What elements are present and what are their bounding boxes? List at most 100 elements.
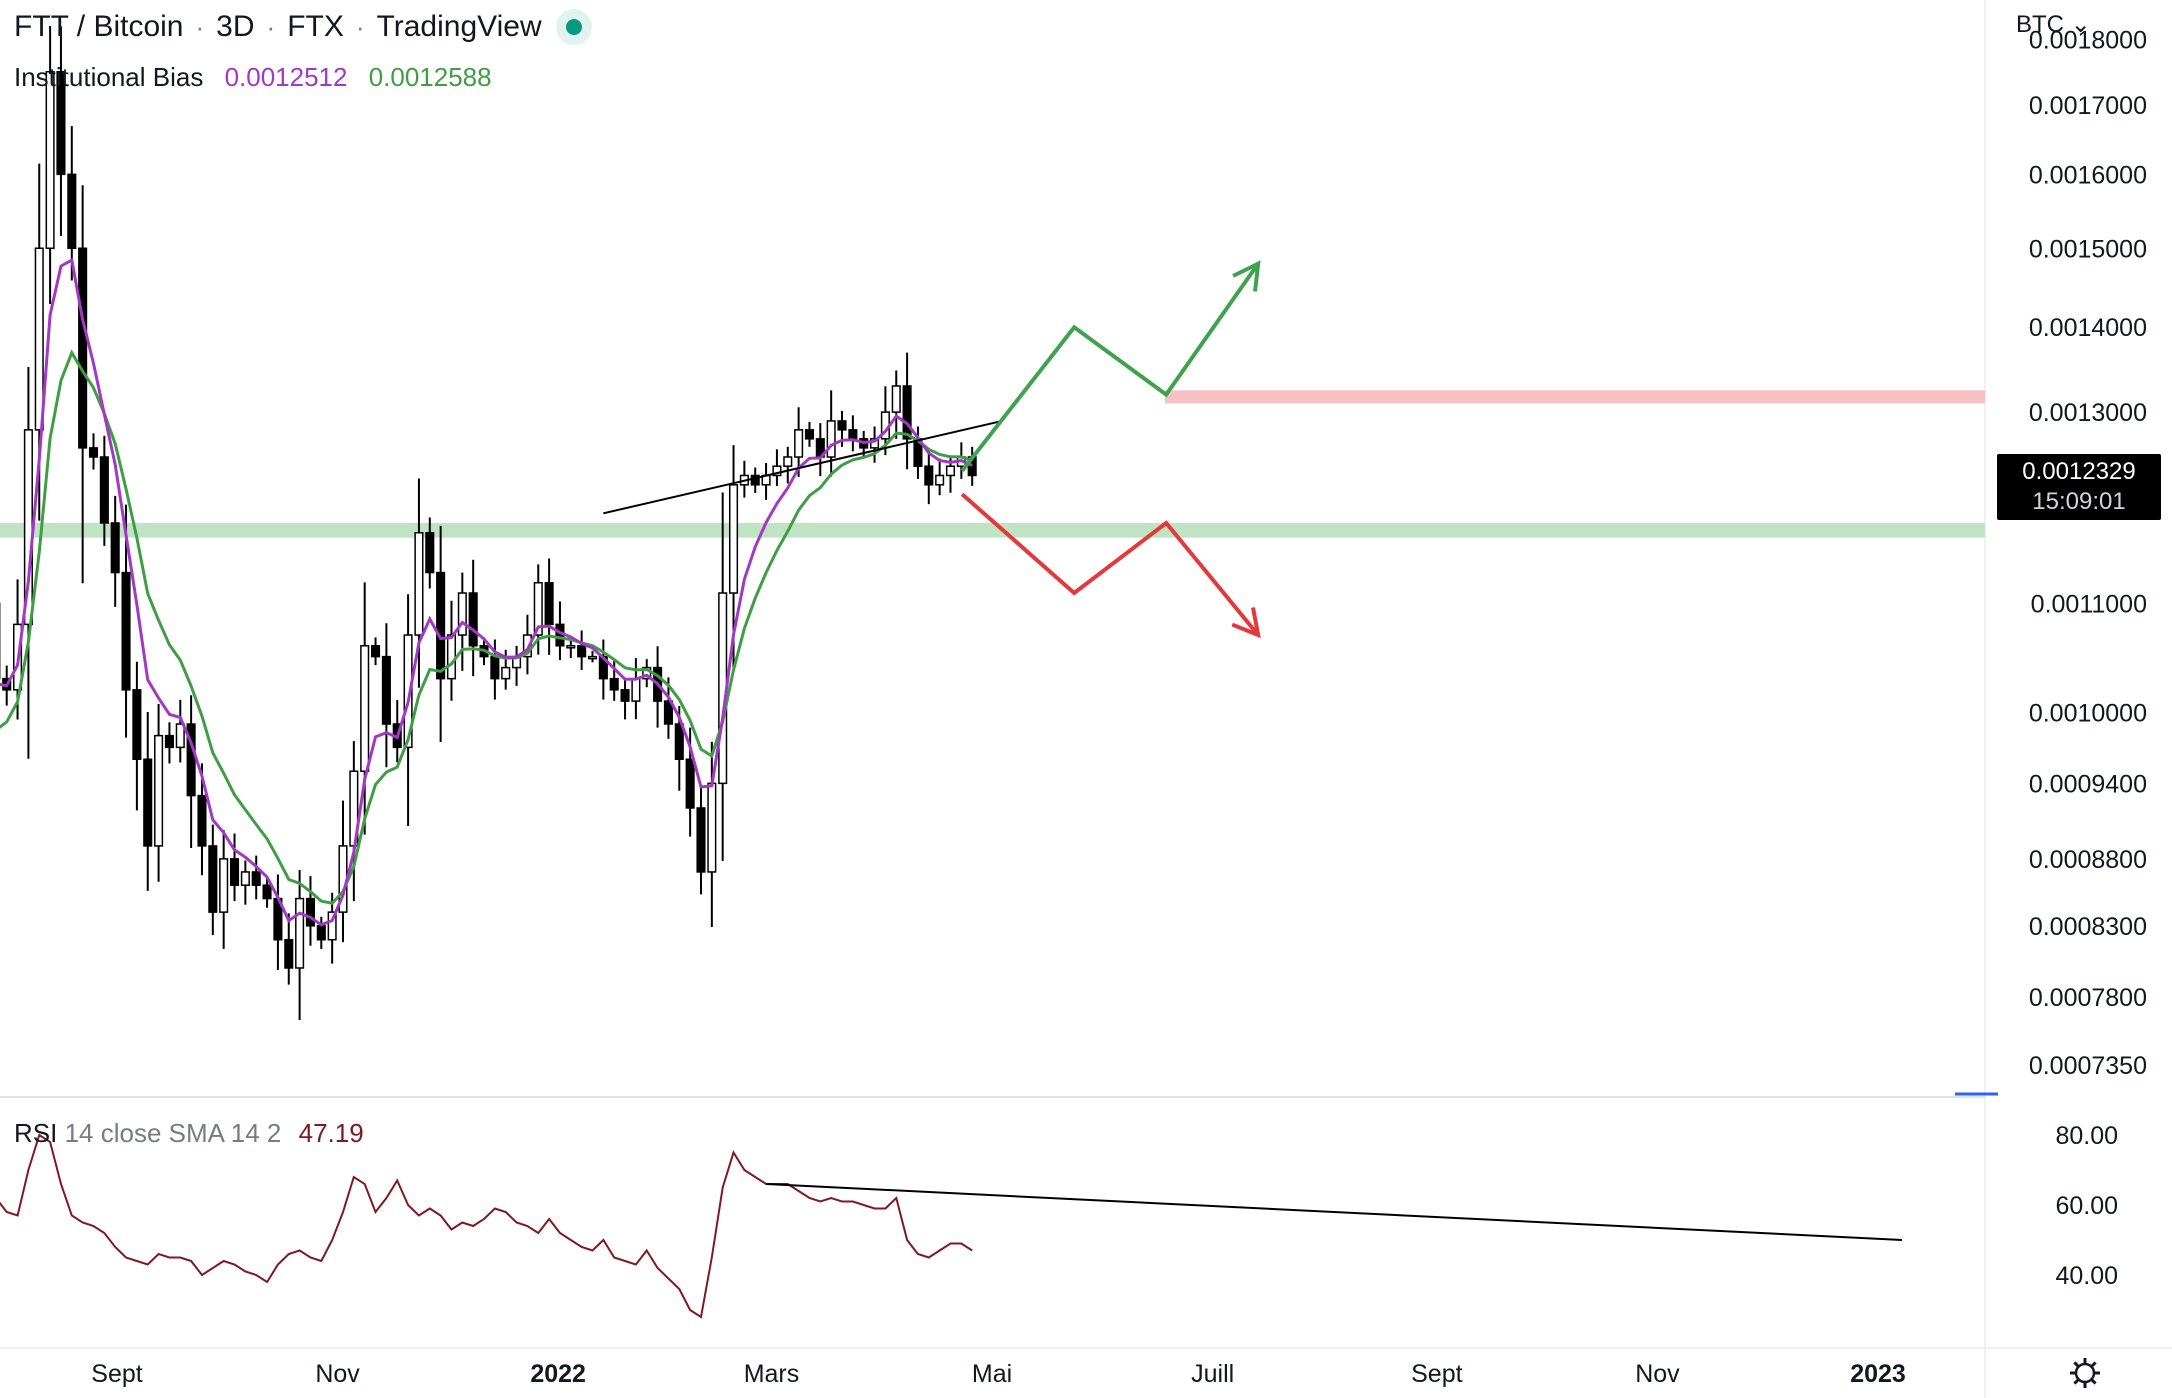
bull-scenario-arrow — [960, 262, 1260, 473]
time-tick-label: Nov — [315, 1360, 360, 1388]
candle-body — [262, 884, 272, 900]
price-tick-label: 0.0017000 — [2029, 92, 2147, 120]
symbol-name[interactable]: FTT / Bitcoin — [14, 10, 184, 43]
price-tick-label: 0.0008300 — [2029, 913, 2147, 941]
price-tick-label: 0.0007800 — [2029, 984, 2147, 1012]
candle-body — [750, 474, 760, 486]
gear-tooth — [2073, 1379, 2079, 1385]
rsi-value: 47.19 — [298, 1118, 364, 1148]
bar-countdown: 15:09:01 — [2032, 488, 2126, 515]
time-tick-label: Mars — [744, 1360, 800, 1388]
candle-body — [587, 655, 598, 660]
candle-body — [284, 938, 294, 969]
candle-body — [88, 447, 99, 458]
candle-body — [381, 655, 391, 725]
price-tick-label: 0.0014000 — [2029, 314, 2147, 342]
candle-body — [175, 723, 185, 749]
candle-body — [360, 645, 370, 772]
bull-scenario-arrow-arrowhead — [1232, 260, 1261, 292]
resistance-zone — [1165, 390, 1985, 404]
candle-body — [707, 782, 717, 873]
candle-body — [316, 925, 326, 941]
candle-body — [78, 247, 88, 449]
candle-body — [121, 571, 131, 691]
candle-body — [154, 734, 164, 847]
indicator-slow-value: 0.0012588 — [368, 62, 492, 92]
gear-ring — [2074, 1362, 2096, 1384]
candle-body — [804, 429, 815, 440]
candle-body — [45, 71, 55, 250]
candle-body — [783, 456, 793, 467]
current-price-tag: 0.0012329 15:09:01 — [1997, 454, 2161, 520]
indicator-slow-line — [0, 349, 973, 905]
rsi-params: 14 close SMA 14 2 — [64, 1118, 282, 1148]
time-tick-label: 2022 — [530, 1360, 586, 1388]
candle-body — [370, 645, 381, 658]
currency-button[interactable]: BTC ⌄ — [2016, 11, 2091, 38]
rsi-pane: 80.00 60.00 40.00 — [0, 1122, 2118, 1319]
candle-body — [609, 677, 619, 691]
candle-body — [891, 385, 901, 413]
candle-body — [468, 592, 478, 647]
current-price: 0.0012329 — [2022, 458, 2136, 485]
live-status-icon — [565, 19, 582, 35]
indicator-legend[interactable]: Institutional Bias 0.0012512 0.0012588 — [14, 62, 506, 93]
price-tick-label: 0.0009400 — [2029, 770, 2147, 798]
drawings — [603, 260, 1261, 639]
chart-title[interactable]: FTT / Bitcoin · 3D · FTX · TradingView — [14, 10, 582, 44]
candle-body — [34, 247, 44, 431]
candle-body — [219, 858, 229, 913]
candle-body — [295, 897, 305, 969]
indicator-fast-line — [0, 257, 973, 927]
candle-body — [544, 581, 554, 626]
rsi-tick-label: 40.00 — [2055, 1262, 2118, 1290]
candle-body — [186, 723, 196, 797]
candle-body — [935, 474, 945, 486]
candle-body — [229, 858, 240, 886]
candle-body — [436, 571, 446, 680]
time-tick-label: Sept — [91, 1360, 142, 1388]
gear-tooth — [2073, 1361, 2079, 1367]
candle-body — [414, 531, 424, 636]
time-tick-label: Mai — [972, 1360, 1012, 1388]
time-tick-label: Sept — [1411, 1360, 1462, 1388]
candle-body — [56, 71, 66, 176]
candle-body — [99, 456, 109, 524]
indicator-name: Institutional Bias — [14, 62, 204, 92]
indicator-lines — [0, 257, 973, 927]
candle-body — [110, 522, 120, 574]
candle-body — [870, 438, 880, 449]
rsi-tick-label: 60.00 — [2055, 1192, 2118, 1220]
candle-body — [620, 689, 630, 702]
rsi-trendline — [766, 1183, 1903, 1241]
bear-scenario-arrow — [960, 492, 1260, 637]
time-tick-label: Juill — [1191, 1360, 1234, 1388]
gear-tooth — [2091, 1361, 2097, 1367]
candle-body — [902, 385, 912, 440]
candle-body — [164, 734, 174, 749]
candle-body — [240, 871, 250, 886]
candles — [0, 26, 977, 1020]
price-axis[interactable]: 0.0018000 0.0017000 0.0016000 0.0015000 0.00… — [2029, 27, 2147, 1081]
price-tick-label: 0.0011000 — [2031, 590, 2147, 618]
candle-body — [685, 758, 695, 809]
rsi-legend[interactable]: RSI 14 close SMA 14 2 47.19 — [14, 1118, 364, 1149]
candle-body — [533, 581, 543, 636]
candle-body — [501, 666, 511, 680]
candle-body — [132, 689, 142, 760]
candle-body — [67, 173, 77, 250]
candle-body — [490, 655, 500, 680]
gear-icon[interactable] — [2070, 1358, 2100, 1388]
gear-tooth — [2091, 1379, 2097, 1385]
candle-body — [327, 911, 337, 941]
candle-body — [305, 897, 316, 927]
price-tick-label: 0.0018000 — [2029, 27, 2147, 55]
price-tick-label: 0.0015000 — [2029, 235, 2147, 263]
support-zone — [0, 522, 1985, 538]
time-axis[interactable]: Sept Nov 2022 Mars Mai Juill Sept Nov 2023 — [91, 1360, 1906, 1388]
interval[interactable]: 3D — [216, 10, 255, 43]
candle-body — [457, 592, 467, 636]
candle-body — [924, 465, 934, 486]
price-tick-label: 0.0016000 — [2029, 161, 2147, 189]
